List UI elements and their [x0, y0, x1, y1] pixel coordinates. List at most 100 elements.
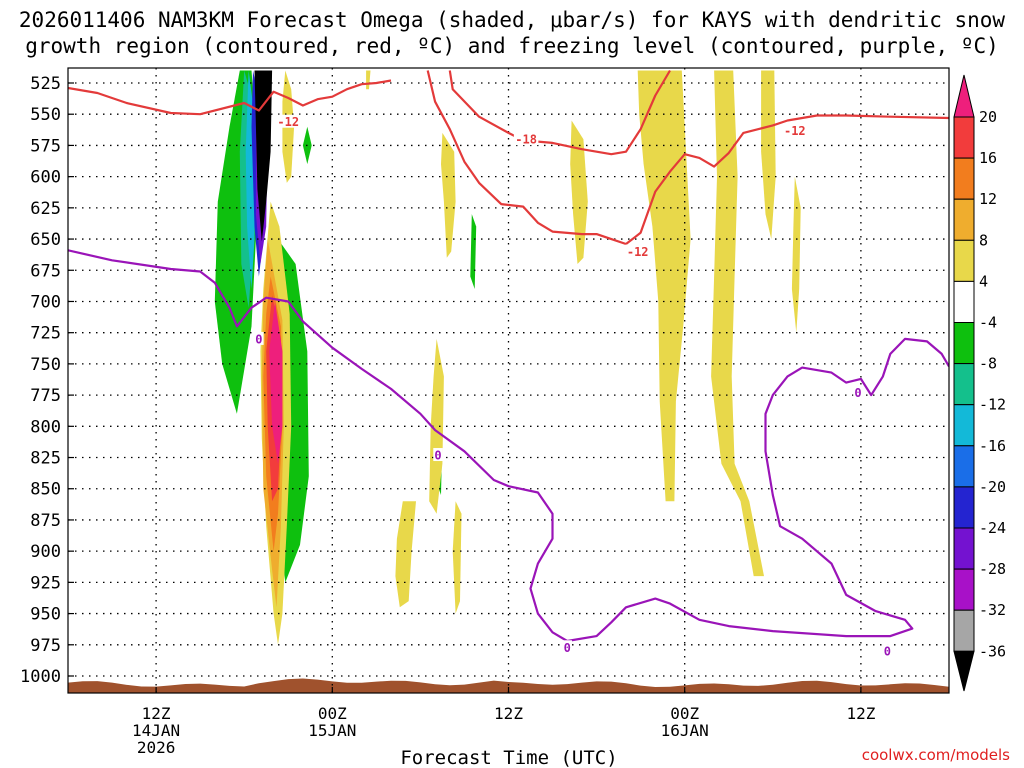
y-tick-label: 525	[30, 74, 61, 94]
colorbar-label: -32	[979, 601, 1006, 619]
y-tick-label: 675	[30, 261, 61, 281]
omega-region-25	[791, 176, 801, 333]
contour-label-3: -12	[784, 124, 806, 138]
y-tick-label: 575	[30, 136, 61, 156]
colorbar-box-5	[953, 280, 975, 323]
y-tick-label: 775	[30, 386, 61, 406]
y-axis: 525 550 575 600 625 650 675 700 725 750 775 800 825 8…	[20, 74, 74, 687]
colorbar-box-1	[953, 116, 975, 159]
omega-region-23	[711, 70, 764, 577]
contour-label-8: 0	[884, 645, 891, 659]
series-line-1	[448, 69, 671, 156]
y-tick-label: 900	[30, 542, 61, 562]
y-tick-label: 800	[30, 417, 61, 437]
colorbar-box-12	[953, 568, 975, 611]
y-tick-label: 650	[30, 230, 61, 250]
colorbar-bottom-arrow	[953, 650, 975, 692]
terrain-fill	[68, 678, 949, 693]
colorbar-label: -12	[979, 396, 1006, 414]
colorbar-label: 20	[979, 108, 997, 126]
x-tick-label: 15JAN	[308, 721, 356, 740]
colorbar-box-2	[953, 157, 975, 200]
gridlines	[68, 68, 949, 693]
omega-region-18	[429, 338, 444, 514]
omega-region-21	[570, 120, 588, 264]
omega-region-16	[366, 70, 371, 90]
contour-label-5: 0	[434, 449, 441, 463]
omega-region-17	[441, 132, 456, 258]
colorbar-label: 12	[979, 190, 997, 208]
contour-lines	[68, 69, 949, 643]
omega-region-9	[254, 70, 273, 242]
colorbar-box-11	[953, 527, 975, 570]
omega-region-20	[452, 501, 462, 614]
contour-label-0: -12	[277, 115, 299, 129]
contour-label-1: -18	[515, 133, 537, 147]
contour-label-bg-6	[562, 640, 572, 654]
y-tick-label: 750	[30, 355, 61, 375]
colorbar-box-13	[953, 609, 975, 652]
x-tick-label: 16JAN	[661, 721, 709, 740]
y-tick-label: 850	[30, 480, 61, 500]
colorbar-box-3	[953, 198, 975, 241]
contour-label-bg-7	[853, 385, 863, 399]
x-tick-label: 12Z	[142, 704, 171, 723]
omega-region-3	[470, 214, 477, 289]
x-tick-label: 00Z	[318, 704, 347, 723]
colorbar-box-8	[953, 404, 975, 447]
colorbar-box-10	[953, 486, 975, 529]
colorbar-top-arrow	[953, 74, 975, 118]
colorbar-label: -8	[979, 355, 997, 373]
plot-frame	[67, 67, 950, 694]
chart-title-line2: growth region (contoured, red, ºC) and f…	[25, 34, 999, 58]
y-tick-label: 1000	[20, 667, 61, 687]
x-axis-title: Forecast Time (UTC)	[400, 747, 617, 768]
colorbar-label: -20	[979, 478, 1006, 496]
contour-label-2: -12	[627, 245, 649, 259]
colorbar-label: 8	[979, 231, 988, 249]
omega-region-24	[761, 70, 776, 240]
y-tick-label: 625	[30, 199, 61, 219]
x-tick-label: 12Z	[494, 704, 523, 723]
contour-label-bg-3	[782, 123, 808, 137]
x-tick-label: 14JAN	[132, 721, 180, 740]
y-tick-label: 725	[30, 324, 61, 344]
contour-label-4: 0	[255, 332, 262, 346]
contour-label-bg-4	[254, 331, 264, 345]
colorbar-label: -24	[979, 519, 1006, 537]
contour-label-bg-0	[276, 114, 301, 128]
contour-label-bg-5	[433, 448, 443, 462]
colorbar: 20 16 12 8 4 -4 -8 -12 -16 -20 -24 -28 -32 -36	[953, 74, 1006, 692]
colorbar-label: 4	[979, 272, 988, 290]
series-line-0	[68, 79, 392, 116]
colorbar-label: -4	[979, 314, 997, 332]
y-tick-label: 925	[30, 573, 61, 593]
credit-text: coolwx.com/models	[862, 746, 1010, 764]
colorbar-label: -28	[979, 560, 1006, 578]
y-tick-label: 950	[30, 605, 61, 625]
chart-title-line1: 2026011406 NAM3KM Forecast Omega (shaded…	[19, 8, 1006, 32]
omega-region-19	[395, 501, 416, 608]
colorbar-box-7	[953, 363, 975, 406]
y-tick-label: 975	[30, 636, 61, 656]
omega-region-14	[269, 301, 283, 464]
series-line-2	[426, 70, 949, 246]
y-tick-label: 600	[30, 168, 61, 188]
y-tick-label: 875	[30, 511, 61, 531]
colorbar-label: 16	[979, 149, 997, 167]
x-tick-label: 2026	[137, 738, 176, 757]
colorbar-box-9	[953, 445, 975, 488]
colorbar-box-4	[953, 239, 975, 282]
colorbar-box-6	[953, 322, 975, 365]
contour-label-bg-2	[625, 244, 650, 258]
x-tick-label: 00Z	[670, 704, 699, 723]
y-tick-label: 550	[30, 105, 61, 125]
contour-label-bg-8	[882, 644, 893, 658]
contour-label-7: 0	[854, 386, 861, 400]
colorbar-label: -16	[979, 437, 1006, 455]
colorbar-label: -36	[979, 642, 1006, 660]
contour-label-bg-1	[513, 132, 539, 146]
y-tick-label: 700	[30, 292, 61, 312]
series-line-3	[68, 249, 949, 643]
